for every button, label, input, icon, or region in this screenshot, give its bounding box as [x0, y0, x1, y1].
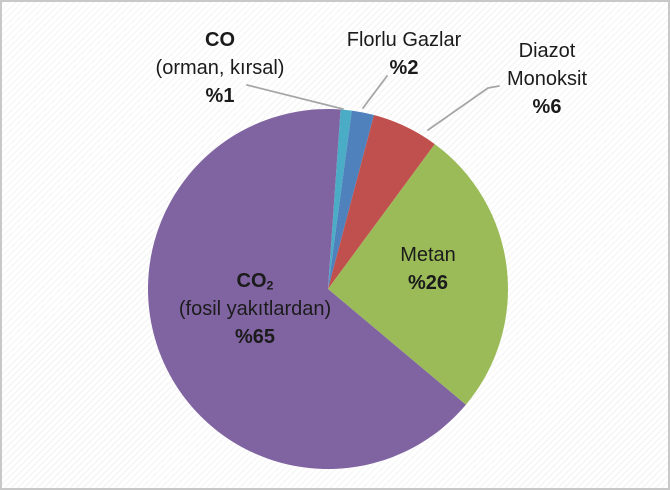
label-diazot-name-1: Diazot [518, 40, 576, 62]
label-co-desc: (orman, kırsal) [155, 57, 285, 79]
pie-slice-3 [328, 144, 509, 405]
leader-line-2 [427, 85, 500, 131]
label-co2-name: CO2 [165, 267, 345, 295]
pie-slice-0 [328, 109, 352, 289]
label-co-name: CO [205, 29, 235, 51]
label-florlu-gazlar: Florlu Gazlar %2 [318, 26, 490, 82]
label-metan-value: %26 [407, 272, 449, 294]
label-co2-value: %65 [234, 326, 276, 348]
label-co: CO (orman, kırsal) %1 [120, 26, 320, 110]
label-co2: CO2 (fosil yakıtlardan) %65 [165, 267, 345, 351]
label-florlu-value: %2 [389, 57, 419, 79]
leader-line-1 [362, 75, 388, 109]
label-diazot-monoksit: Diazot Monoksit %6 [457, 37, 637, 121]
label-diazot-value: %6 [532, 96, 562, 118]
pie-slice-2 [328, 114, 435, 289]
label-metan: Metan %26 [348, 241, 508, 297]
label-co2-desc: (fosil yakıtlardan) [178, 298, 332, 320]
label-diazot-name-2: Monoksit [506, 68, 588, 90]
leader-line-0 [246, 84, 344, 110]
pie-slice-4 [147, 109, 466, 470]
pie-slice-1 [328, 110, 374, 289]
label-co-value: %1 [205, 85, 235, 107]
label-co2-subscript: 2 [266, 278, 274, 293]
label-metan-name: Metan [400, 244, 456, 266]
label-florlu-name: Florlu Gazlar [346, 29, 462, 51]
label-co2-main: CO [236, 270, 267, 292]
